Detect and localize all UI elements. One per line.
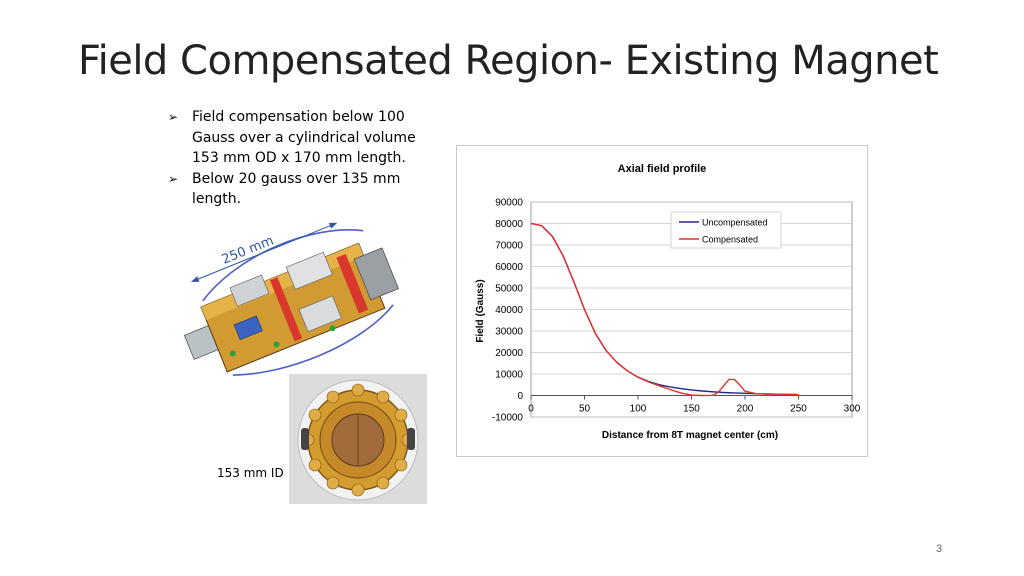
y-axis-label: Field (Gauss) bbox=[475, 279, 486, 342]
bullet-text: Field compensation below 100 Gauss over … bbox=[192, 109, 416, 166]
x-tick-label: 50 bbox=[579, 404, 591, 415]
x-tick-label: 0 bbox=[528, 404, 534, 415]
axial-field-chart: 90000 80000 70000 60000 50000 40000 30000 20000… bbox=[456, 145, 868, 457]
page-number: 3 bbox=[936, 543, 943, 555]
y-tick-label: 50000 bbox=[495, 284, 523, 295]
x-tick-label: 250 bbox=[790, 404, 807, 415]
legend-label: Compensated bbox=[702, 235, 758, 245]
bullet-list: ➢ Field compensation below 100 Gauss ove… bbox=[168, 107, 418, 210]
legend-label: Uncompensated bbox=[702, 218, 768, 228]
magnet-assembly-image: 250 mm bbox=[183, 222, 399, 376]
y-tick-label: 60000 bbox=[495, 262, 523, 273]
chart-title: Axial field profile bbox=[618, 163, 707, 175]
y-tick-label: 70000 bbox=[495, 241, 523, 252]
arrow-bullet-icon: ➢ bbox=[168, 171, 179, 186]
y-tick-label: 90000 bbox=[495, 198, 523, 209]
series-line-compensated bbox=[530, 222, 799, 397]
dimension-label: 250 mm bbox=[220, 233, 276, 267]
y-tick-label: 10000 bbox=[495, 370, 523, 381]
x-tick-label: 150 bbox=[683, 404, 700, 415]
y-tick-label: 30000 bbox=[495, 327, 523, 338]
x-tick-label: 200 bbox=[737, 404, 754, 415]
chart-canvas: 9000080000700006000050000400003000020000… bbox=[475, 163, 861, 441]
bore-id-label: 153 mm ID bbox=[217, 466, 284, 480]
bullet-text: Below 20 gauss over 135 mm length. bbox=[192, 170, 401, 208]
y-tick-label: 0 bbox=[517, 391, 523, 402]
page-title: Field Compensated Region- Existing Magne… bbox=[78, 38, 939, 84]
y-tick-label: 40000 bbox=[495, 305, 523, 316]
legend-box bbox=[670, 211, 782, 249]
arrow-bullet-icon: ➢ bbox=[168, 110, 179, 124]
x-tick-label: 100 bbox=[630, 404, 647, 415]
x-tick-label: 300 bbox=[844, 404, 861, 415]
y-tick-label: 80000 bbox=[495, 219, 523, 230]
magnet-bore-photo bbox=[289, 374, 427, 504]
bullet-item: ➢ Below 20 gauss over 135 mm length. bbox=[168, 169, 418, 210]
bullet-item: ➢ Field compensation below 100 Gauss ove… bbox=[168, 107, 418, 169]
x-axis-label: Distance from 8T magnet center (cm) bbox=[602, 430, 778, 441]
y-tick-label: -10000 bbox=[492, 413, 524, 424]
y-tick-label: 20000 bbox=[495, 348, 523, 359]
